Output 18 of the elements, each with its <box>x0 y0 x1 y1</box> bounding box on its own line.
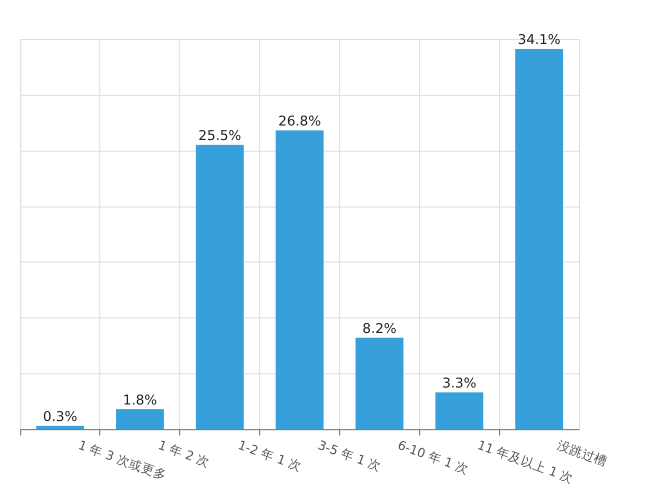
bar <box>116 409 164 430</box>
data-label: 26.8% <box>278 114 322 130</box>
x-tick-label: 3-5 年 1 次 <box>316 437 384 474</box>
data-label: 1.8% <box>122 392 158 408</box>
data-label: 3.3% <box>442 376 477 392</box>
x-tick-label: 没跳过槽 <box>555 437 610 469</box>
x-tick-label: 1-2 年 1 次 <box>236 437 304 474</box>
bar <box>276 130 324 430</box>
bar <box>196 144 244 430</box>
data-label: 8.2% <box>362 320 397 337</box>
x-tick-label: 6-10 年 1 次 <box>396 437 471 477</box>
bar <box>356 338 404 430</box>
data-label: 25.5% <box>198 128 242 144</box>
bar <box>515 49 564 430</box>
bar <box>435 392 484 430</box>
bar <box>36 426 84 430</box>
data-label: 0.3% <box>43 409 78 426</box>
data-label: 34.1% <box>518 32 561 48</box>
